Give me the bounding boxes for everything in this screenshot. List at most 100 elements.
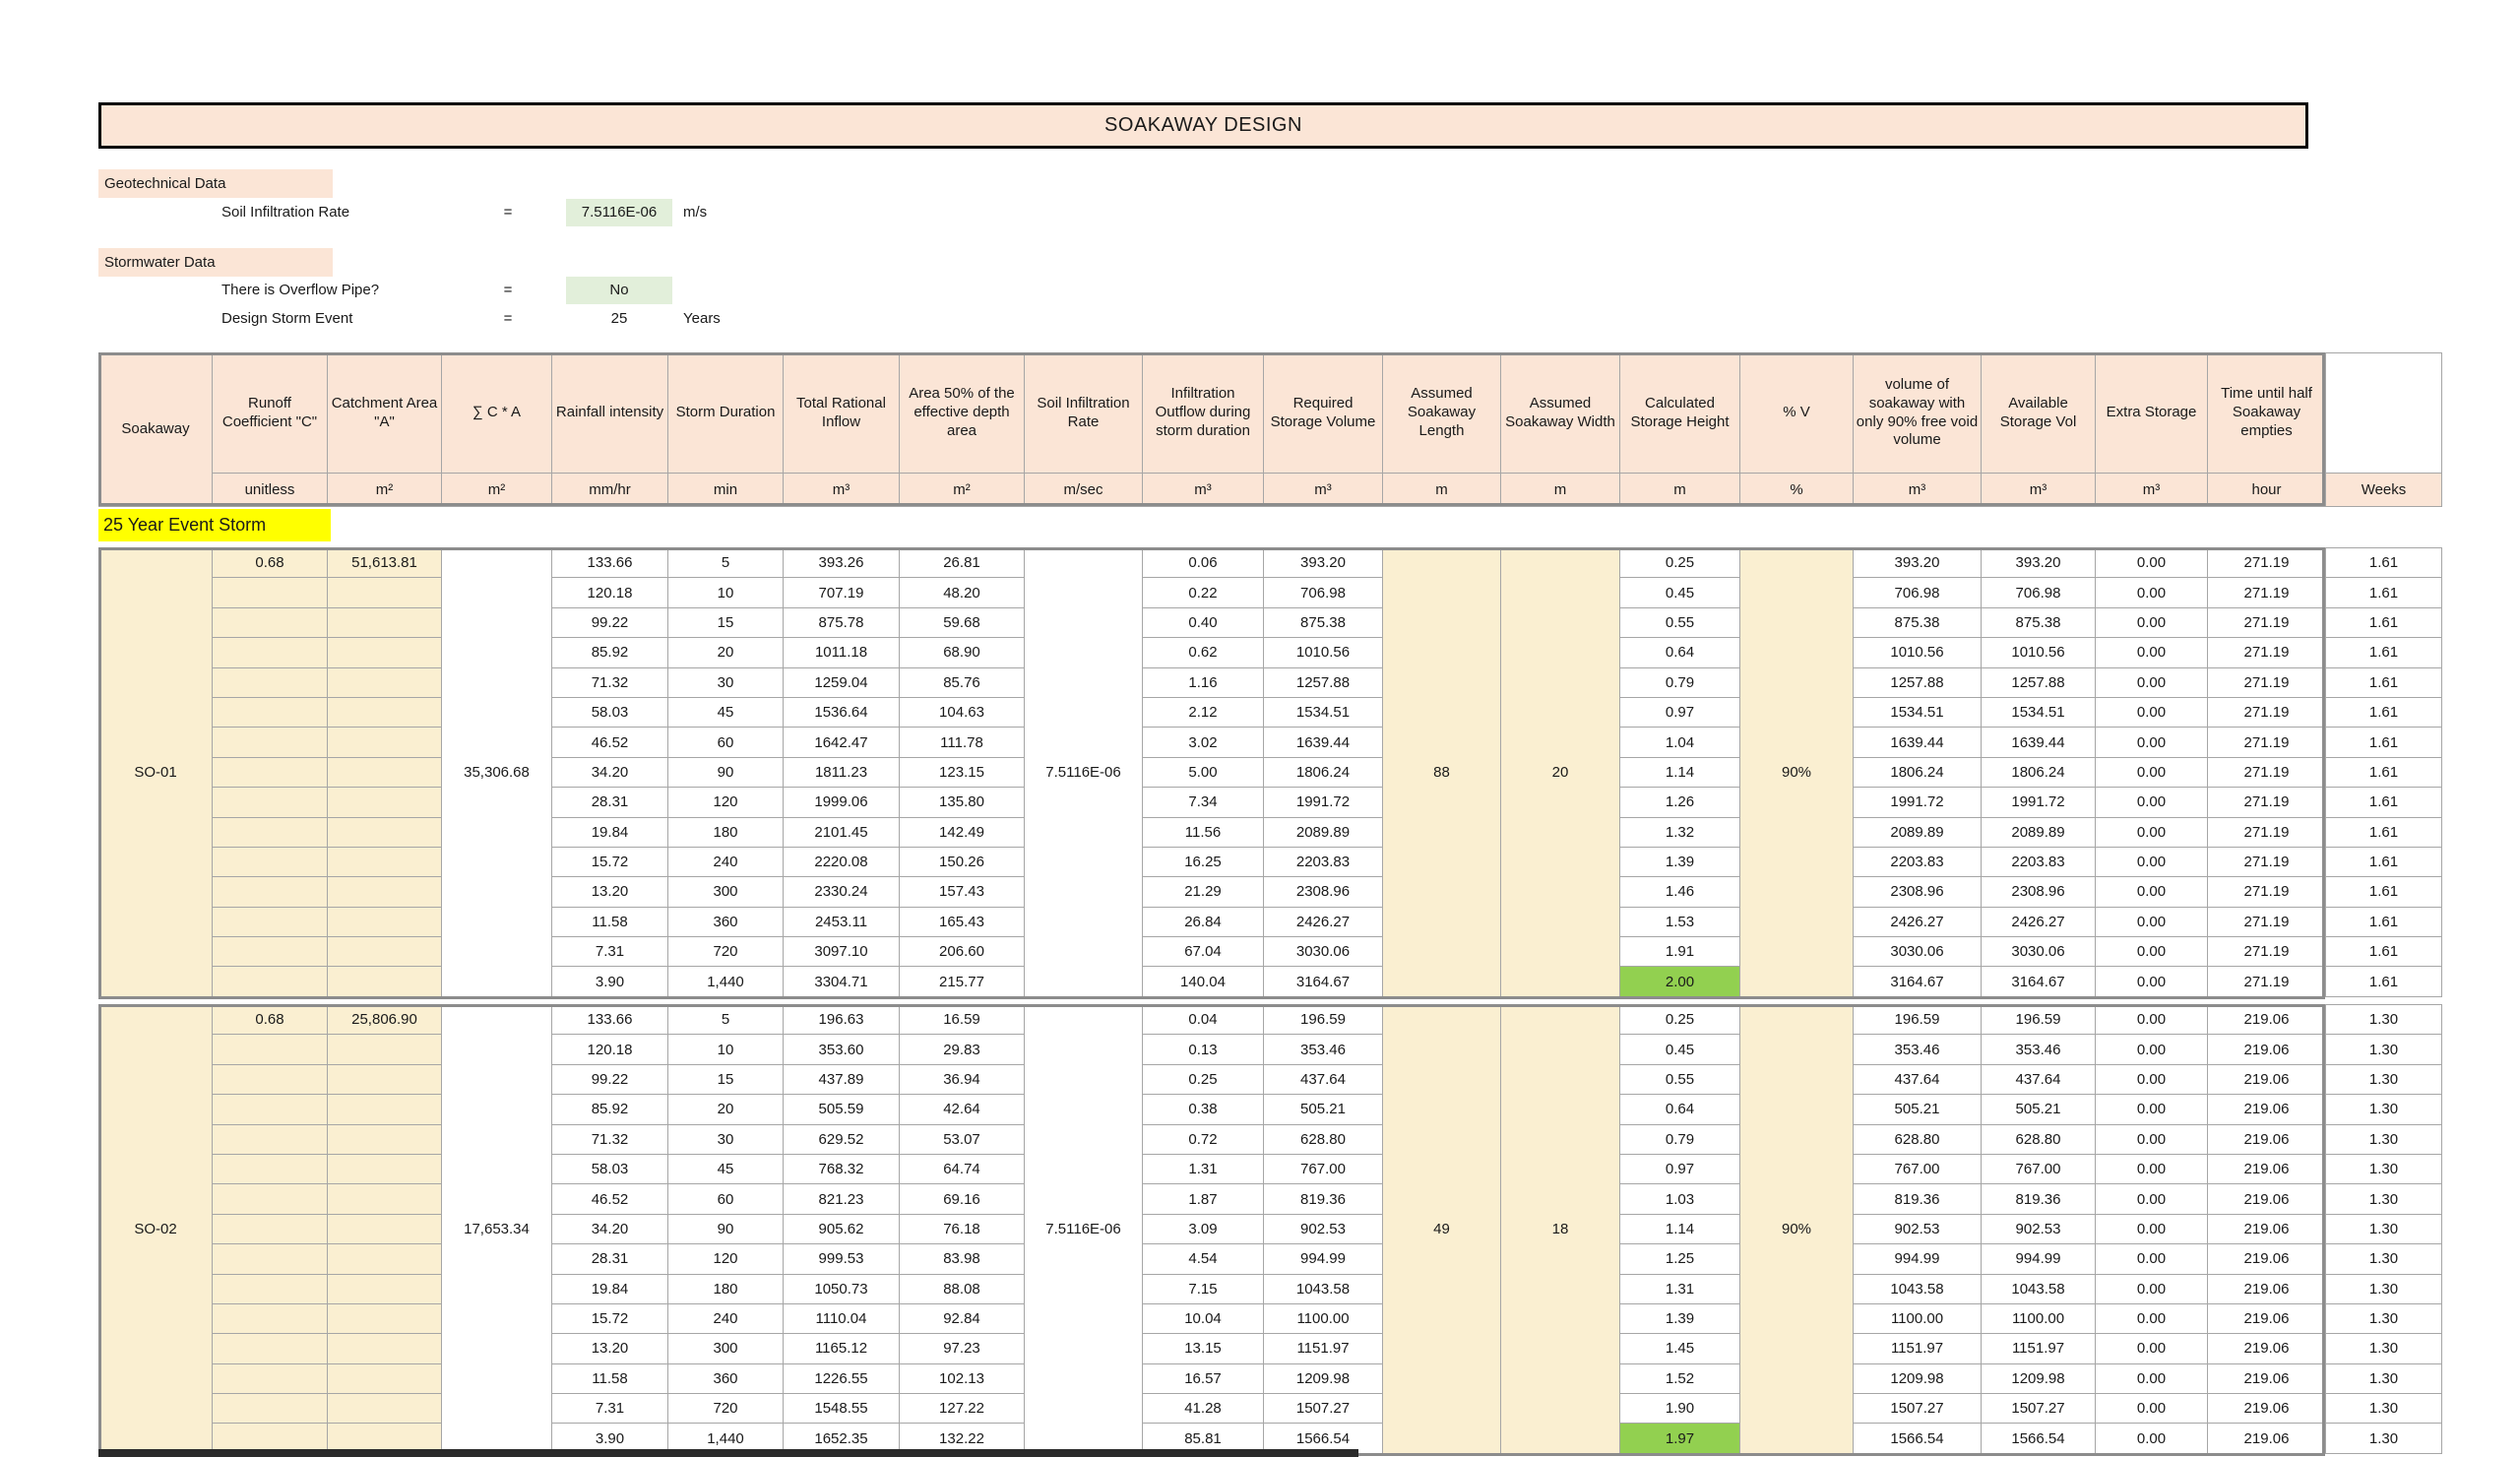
extra-storage-cell[interactable]: 0.00 [2095, 906, 2208, 938]
storm-duration-cell[interactable]: 180 [667, 1273, 784, 1304]
catchment-area-cell[interactable]: 25,806.90 [327, 1003, 442, 1036]
required-storage-volume-cell[interactable]: 2426.27 [1263, 906, 1383, 938]
calculated-storage-height-cell[interactable]: 1.39 [1619, 1302, 1740, 1335]
runoff-coefficient-cell[interactable] [212, 1243, 328, 1275]
runoff-coefficient-cell[interactable] [212, 787, 328, 818]
infiltration-outflow-cell[interactable]: 13.15 [1142, 1333, 1264, 1364]
volume-90-free-void-cell[interactable]: 3164.67 [1853, 966, 1982, 997]
infiltration-outflow-cell[interactable]: 0.72 [1142, 1123, 1264, 1155]
extra-storage-cell[interactable]: 0.00 [2095, 1153, 2208, 1185]
rainfall-intensity-cell[interactable]: 120.18 [551, 577, 668, 608]
sum-c-a-cell[interactable]: 35,306.68 [441, 547, 552, 997]
weeks-cell[interactable]: 1.30 [2325, 1123, 2442, 1155]
required-storage-volume-cell[interactable]: 628.80 [1263, 1123, 1383, 1155]
extra-storage-cell[interactable]: 0.00 [2095, 606, 2208, 639]
weeks-cell[interactable]: 1.61 [2325, 816, 2442, 848]
required-storage-volume-cell[interactable]: 1566.54 [1263, 1423, 1383, 1454]
storm-duration-cell[interactable]: 30 [667, 1123, 784, 1155]
rainfall-intensity-cell[interactable]: 3.90 [551, 1423, 668, 1454]
calculated-storage-height-cell[interactable]: 1.97 [1619, 1423, 1740, 1454]
time-until-half-empties-cell[interactable]: 271.19 [2207, 606, 2326, 639]
total-rational-inflow-cell[interactable]: 2220.08 [783, 846, 900, 878]
assumed-width-cell[interactable]: 18 [1500, 1004, 1620, 1454]
storm-duration-cell[interactable]: 300 [667, 876, 784, 908]
rainfall-intensity-cell[interactable]: 58.03 [551, 696, 668, 728]
rainfall-intensity-cell[interactable]: 13.20 [551, 876, 668, 908]
time-until-half-empties-cell[interactable]: 271.19 [2207, 727, 2326, 758]
catchment-area-cell[interactable] [327, 756, 442, 789]
available-storage-vol-cell[interactable]: 2089.89 [1981, 816, 2096, 848]
volume-90-free-void-cell[interactable]: 2308.96 [1853, 876, 1982, 908]
rainfall-intensity-cell[interactable]: 120.18 [551, 1034, 668, 1065]
infiltration-outflow-cell[interactable]: 1.16 [1142, 666, 1264, 698]
volume-90-free-void-cell[interactable]: 875.38 [1853, 606, 1982, 639]
volume-90-free-void-cell[interactable]: 1010.56 [1853, 637, 1982, 668]
time-until-half-empties-cell[interactable]: 271.19 [2207, 876, 2326, 908]
weeks-cell[interactable]: 1.30 [2325, 1393, 2442, 1425]
area-50-effective-depth-cell[interactable]: 102.13 [899, 1362, 1025, 1395]
runoff-coefficient-cell[interactable] [212, 1153, 328, 1185]
volume-90-free-void-cell[interactable]: 819.36 [1853, 1183, 1982, 1215]
total-rational-inflow-cell[interactable]: 1050.73 [783, 1273, 900, 1304]
extra-storage-cell[interactable]: 0.00 [2095, 1362, 2208, 1395]
time-until-half-empties-cell[interactable]: 219.06 [2207, 1213, 2326, 1245]
catchment-area-cell[interactable] [327, 1063, 442, 1096]
extra-storage-cell[interactable]: 0.00 [2095, 787, 2208, 818]
catchment-area-cell[interactable] [327, 1333, 442, 1364]
calculated-storage-height-cell[interactable]: 1.32 [1619, 816, 1740, 848]
calculated-storage-height-cell[interactable]: 0.55 [1619, 606, 1740, 639]
storm-duration-cell[interactable]: 240 [667, 846, 784, 878]
required-storage-volume-cell[interactable]: 1806.24 [1263, 756, 1383, 789]
time-until-half-empties-cell[interactable]: 271.19 [2207, 936, 2326, 968]
time-until-half-empties-cell[interactable]: 219.06 [2207, 1273, 2326, 1304]
infiltration-outflow-cell[interactable]: 85.81 [1142, 1423, 1264, 1454]
time-until-half-empties-cell[interactable]: 271.19 [2207, 577, 2326, 608]
extra-storage-cell[interactable]: 0.00 [2095, 1183, 2208, 1215]
extra-storage-cell[interactable]: 0.00 [2095, 1123, 2208, 1155]
rainfall-intensity-cell[interactable]: 11.58 [551, 906, 668, 938]
rainfall-intensity-cell[interactable]: 71.32 [551, 666, 668, 698]
volume-90-free-void-cell[interactable]: 437.64 [1853, 1063, 1982, 1096]
area-50-effective-depth-cell[interactable]: 59.68 [899, 606, 1025, 639]
time-until-half-empties-cell[interactable]: 271.19 [2207, 846, 2326, 878]
infiltration-outflow-cell[interactable]: 3.02 [1142, 727, 1264, 758]
infiltration-outflow-cell[interactable]: 0.04 [1142, 1003, 1264, 1036]
available-storage-vol-cell[interactable]: 1806.24 [1981, 756, 2096, 789]
infiltration-outflow-cell[interactable]: 0.62 [1142, 637, 1264, 668]
extra-storage-cell[interactable]: 0.00 [2095, 696, 2208, 728]
required-storage-volume-cell[interactable]: 706.98 [1263, 577, 1383, 608]
horizontal-scrollbar-thumb[interactable] [98, 1449, 1358, 1457]
rainfall-intensity-cell[interactable]: 7.31 [551, 936, 668, 968]
extra-storage-cell[interactable]: 0.00 [2095, 1034, 2208, 1065]
required-storage-volume-cell[interactable]: 1534.51 [1263, 696, 1383, 728]
weeks-cell[interactable]: 1.61 [2325, 577, 2442, 608]
infiltration-outflow-cell[interactable]: 0.13 [1142, 1034, 1264, 1065]
runoff-coefficient-cell[interactable] [212, 1123, 328, 1155]
storm-duration-cell[interactable]: 45 [667, 1153, 784, 1185]
available-storage-vol-cell[interactable]: 875.38 [1981, 606, 2096, 639]
catchment-area-cell[interactable] [327, 846, 442, 878]
total-rational-inflow-cell[interactable]: 1999.06 [783, 787, 900, 818]
area-50-effective-depth-cell[interactable]: 16.59 [899, 1003, 1025, 1036]
total-rational-inflow-cell[interactable]: 1110.04 [783, 1302, 900, 1335]
calculated-storage-height-cell[interactable]: 0.45 [1619, 1034, 1740, 1065]
catchment-area-cell[interactable] [327, 1034, 442, 1065]
calculated-storage-height-cell[interactable]: 1.03 [1619, 1183, 1740, 1215]
required-storage-volume-cell[interactable]: 902.53 [1263, 1213, 1383, 1245]
soil-infiltration-rate-input[interactable]: 7.5116E-06 [566, 199, 672, 226]
catchment-area-cell[interactable] [327, 1094, 442, 1125]
calculated-storage-height-cell[interactable]: 1.14 [1619, 756, 1740, 789]
rainfall-intensity-cell[interactable]: 133.66 [551, 1003, 668, 1036]
volume-90-free-void-cell[interactable]: 2203.83 [1853, 846, 1982, 878]
available-storage-vol-cell[interactable]: 196.59 [1981, 1003, 2096, 1036]
runoff-coefficient-cell[interactable] [212, 637, 328, 668]
required-storage-volume-cell[interactable]: 1100.00 [1263, 1302, 1383, 1335]
volume-90-free-void-cell[interactable]: 1639.44 [1853, 727, 1982, 758]
storm-duration-cell[interactable]: 45 [667, 696, 784, 728]
extra-storage-cell[interactable]: 0.00 [2095, 816, 2208, 848]
required-storage-volume-cell[interactable]: 1151.97 [1263, 1333, 1383, 1364]
area-50-effective-depth-cell[interactable]: 69.16 [899, 1183, 1025, 1215]
available-storage-vol-cell[interactable]: 1566.54 [1981, 1423, 2096, 1454]
total-rational-inflow-cell[interactable]: 505.59 [783, 1094, 900, 1125]
weeks-cell[interactable]: 1.61 [2325, 846, 2442, 878]
